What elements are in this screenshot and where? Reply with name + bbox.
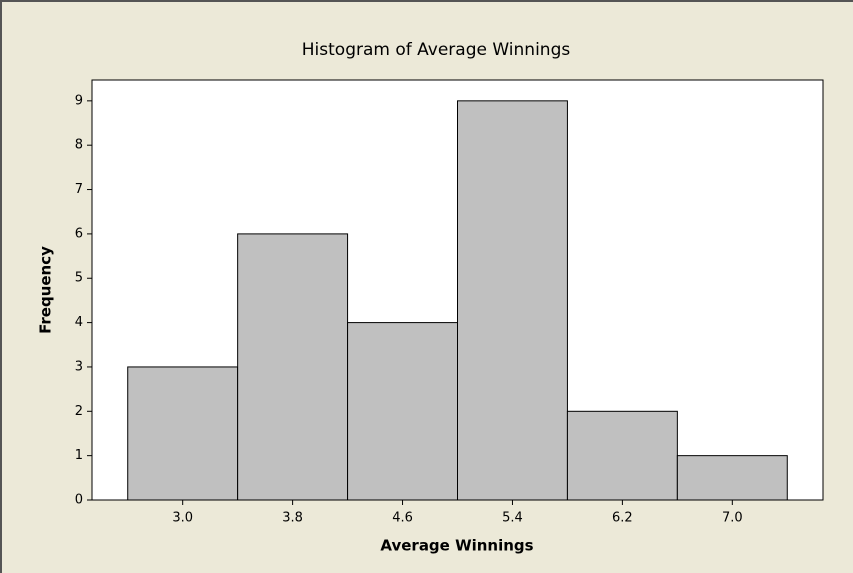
y-tick-label: 4 — [75, 315, 83, 330]
bar — [237, 233, 349, 501]
x-axis-label: Average Winnings — [380, 537, 533, 555]
y-tick-label: 5 — [75, 271, 83, 286]
bar — [676, 455, 788, 501]
chart-title: Histogram of Average Winnings — [302, 40, 571, 60]
x-tick-label: 7.0 — [722, 511, 743, 526]
y-axis-label: Frequency — [37, 246, 55, 334]
x-tick-label: 4.6 — [392, 511, 413, 526]
x-tick-label: 6.2 — [612, 511, 633, 526]
y-tick-label: 0 — [75, 493, 83, 508]
y-tick-label: 9 — [75, 93, 83, 108]
y-tick-label: 3 — [75, 359, 83, 374]
y-tick-label: 1 — [75, 448, 83, 463]
bar — [347, 322, 459, 501]
x-tick-label: 3.0 — [172, 511, 193, 526]
y-tick-label: 7 — [75, 182, 83, 197]
x-tick-label: 5.4 — [502, 511, 523, 526]
y-tick-label: 6 — [75, 226, 83, 241]
x-tick-label: 3.8 — [282, 511, 303, 526]
y-tick-label: 8 — [75, 138, 83, 153]
y-tick-label: 2 — [75, 404, 83, 419]
bar — [566, 410, 678, 501]
bar — [127, 366, 239, 501]
bar — [457, 100, 568, 501]
